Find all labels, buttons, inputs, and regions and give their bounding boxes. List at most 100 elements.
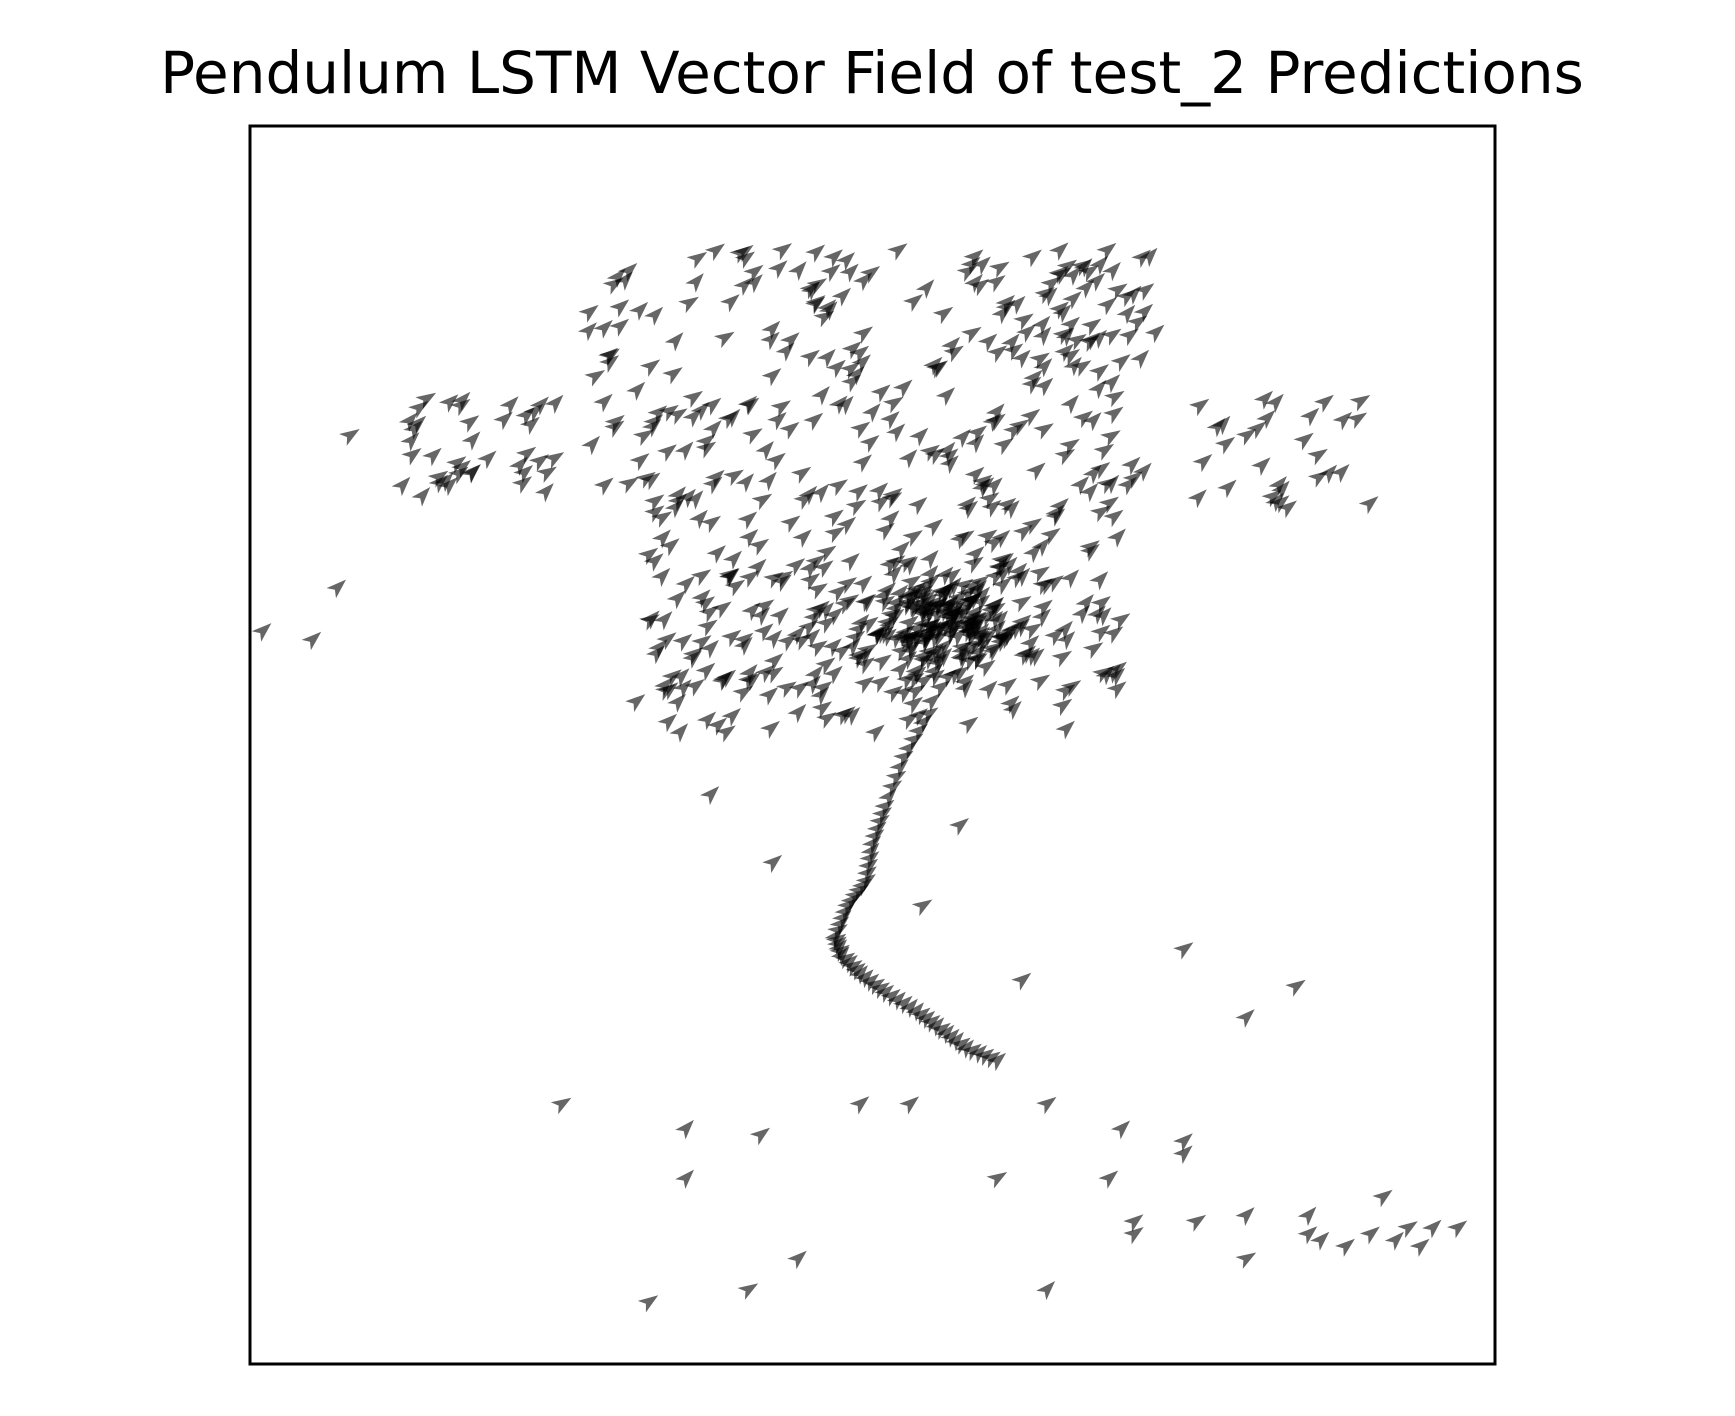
vector-arrow: [578, 304, 599, 323]
vector-arrow: [632, 429, 654, 447]
vector-arrow: [604, 420, 625, 438]
vector-arrow: [651, 511, 673, 528]
vector-arrow: [805, 296, 826, 315]
vector-arrow: [793, 492, 814, 510]
vector-arrow: [898, 713, 919, 731]
vector-arrow: [733, 277, 753, 296]
vector-arrow: [658, 682, 679, 701]
vector-arrow: [717, 411, 738, 430]
vector-arrow: [898, 740, 918, 760]
vector-arrow: [831, 287, 851, 307]
vector-arrow: [885, 555, 906, 573]
vector-arrow: [1016, 324, 1036, 343]
vector-arrow: [1100, 374, 1121, 394]
vector-arrow: [625, 694, 646, 713]
vector-arrow: [438, 394, 459, 413]
vector-arrow: [707, 717, 728, 736]
vector-arrow: [406, 415, 427, 435]
vector-arrow: [751, 607, 771, 627]
vector-arrow: [713, 331, 735, 349]
vector-arrow: [902, 530, 923, 547]
vector-arrow: [1082, 642, 1104, 660]
vector-arrow: [880, 411, 900, 430]
vector-arrow: [997, 678, 1018, 696]
vector-arrow: [648, 639, 668, 659]
vector-arrow: [1075, 594, 1094, 614]
vector-arrow: [1192, 454, 1213, 473]
vector-arrow: [1020, 647, 1041, 667]
vector-arrow: [882, 396, 904, 414]
vector-arrow: [960, 256, 981, 276]
vector-arrow: [928, 654, 947, 674]
vector-arrow: [1031, 315, 1051, 336]
vector-arrow: [882, 685, 904, 703]
vector-arrow: [853, 272, 873, 292]
vector-arrow: [1056, 631, 1076, 651]
vector-arrow: [1079, 483, 1099, 503]
vector-arrow: [871, 654, 892, 672]
vector-arrow: [739, 664, 758, 684]
vector-arrow: [1034, 287, 1055, 305]
vector-arrow: [689, 509, 708, 530]
vector-arrow: [779, 421, 800, 440]
vector-arrow: [854, 969, 874, 989]
vector-arrow: [1103, 390, 1125, 408]
vector-arrow: [1062, 291, 1082, 310]
vector-arrow: [664, 499, 684, 519]
vector-arrow: [1332, 411, 1353, 431]
vector-arrow: [618, 477, 639, 494]
vector-arrow: [511, 476, 533, 494]
vector-arrow: [658, 404, 679, 422]
vector-arrow: [907, 723, 928, 742]
vector-arrow: [743, 264, 764, 283]
vector-arrow: [451, 391, 471, 411]
vector-arrow: [977, 333, 998, 353]
vector-arrow: [550, 1097, 572, 1115]
vector-arrow: [398, 412, 418, 432]
vector-arrow: [950, 647, 969, 668]
vector-arrow: [818, 301, 838, 321]
vector-arrow: [1054, 684, 1076, 702]
vector-arrow: [1397, 1221, 1418, 1239]
vector-arrow: [1138, 247, 1158, 268]
vector-arrow: [667, 693, 687, 713]
vector-arrow: [643, 414, 664, 433]
vector-arrow: [929, 680, 951, 699]
vector-arrow: [1079, 543, 1100, 562]
vector-arrow: [943, 345, 964, 363]
vector-arrow: [977, 628, 998, 647]
vector-arrow: [880, 989, 901, 1007]
vector-arrow: [874, 799, 895, 818]
vector-arrow: [1384, 1231, 1404, 1251]
vector-arrow: [893, 995, 913, 1015]
vector-arrow: [847, 484, 868, 503]
vector-arrow: [1070, 476, 1090, 496]
vector-arrow: [721, 629, 742, 648]
vector-arrow: [799, 559, 818, 579]
vector-arrow: [401, 448, 422, 466]
vector-arrow: [761, 320, 781, 340]
vector-arrow: [1095, 665, 1115, 686]
vector-arrow: [732, 685, 753, 703]
vector-arrow: [1132, 462, 1152, 482]
vector-arrow: [983, 477, 1003, 497]
vector-arrow: [644, 505, 665, 523]
vector-arrow: [1032, 326, 1052, 347]
vector-arrow: [758, 471, 777, 492]
vector-arrow: [1271, 480, 1290, 501]
vector-arrow: [835, 395, 854, 416]
vector-arrow: [816, 545, 837, 563]
vector-arrow: [874, 522, 895, 541]
vector-arrow: [957, 618, 977, 639]
vector-arrow: [694, 596, 716, 614]
vector-arrow: [1002, 700, 1022, 720]
vector-arrow: [767, 412, 787, 431]
vector-arrow: [754, 664, 775, 684]
vector-arrow: [577, 322, 597, 342]
vector-arrow: [499, 396, 519, 416]
vector-arrow: [776, 681, 797, 699]
vector-arrow: [978, 492, 1000, 510]
vector-arrow: [339, 429, 360, 446]
vector-arrow: [719, 568, 739, 587]
vector-arrow: [1133, 303, 1154, 323]
